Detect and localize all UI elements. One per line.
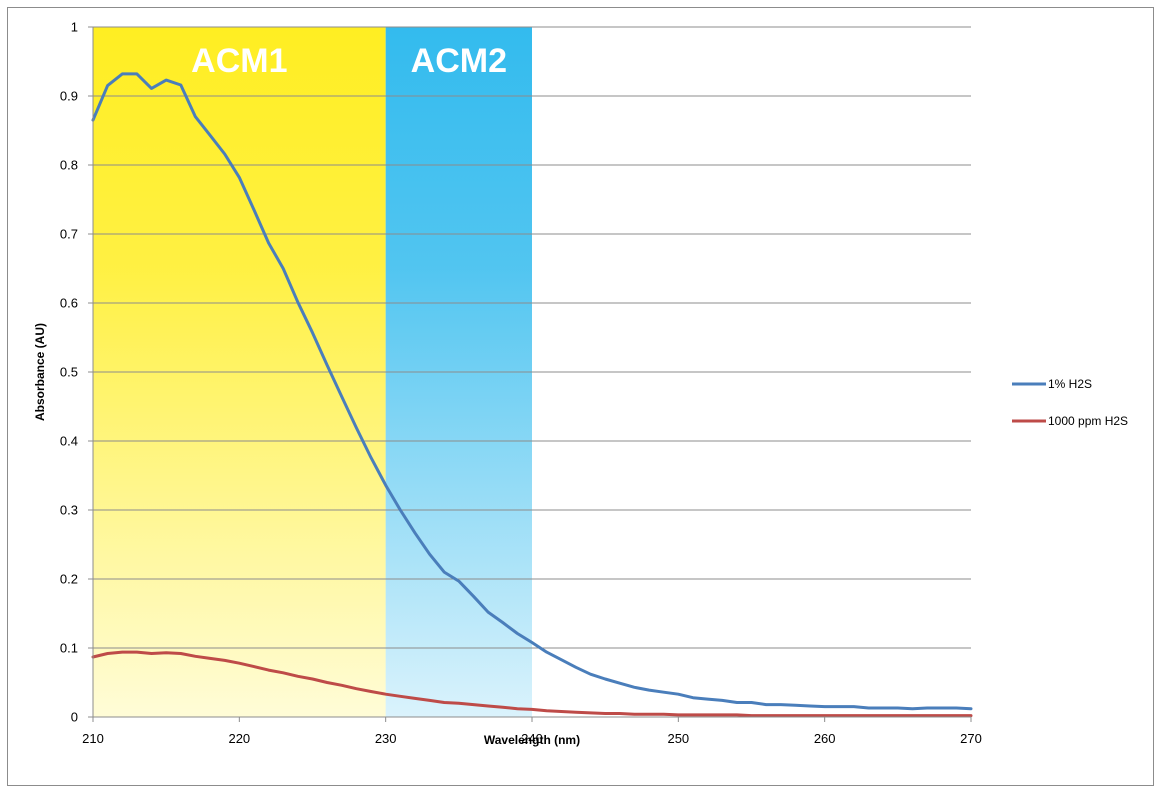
y-tick-label: 0.8 (60, 158, 78, 173)
x-tick-label: 270 (960, 731, 982, 746)
series-layer (91, 72, 973, 718)
y-tick-label: 0.2 (60, 572, 78, 587)
x-tick-label: 260 (814, 731, 836, 746)
y-tick-label: 0.3 (60, 503, 78, 518)
x-axis-title: Wavelength (nm) (484, 733, 580, 747)
legend-label-1: 1% H2S (1048, 377, 1092, 391)
axis-layer: 0 0.1 0.2 0.3 0.4 0.5 0.6 0.7 0.8 0.9 1 210 220 230 24… (60, 20, 982, 747)
y-tick-label: 0.9 (60, 89, 78, 104)
x-tick-label: 220 (228, 731, 250, 746)
y-axis-title: Absorbance (AU) (33, 323, 47, 421)
legend-label-2: 1000 ppm H2S (1048, 414, 1128, 428)
y-tick-label: 1 (71, 20, 78, 35)
x-tick-label: 230 (375, 731, 397, 746)
region-labels-layer: ACM1 ACM2 (191, 42, 507, 80)
y-tick-label: 0.5 (60, 365, 78, 380)
series-line-1 (91, 72, 973, 711)
x-tick-label: 240 (521, 731, 543, 746)
x-tick-label: 210 (82, 731, 104, 746)
y-tick-label: 0.7 (60, 227, 78, 242)
y-tick-label: 0 (71, 710, 78, 725)
y-tick-label: 0.6 (60, 296, 78, 311)
x-tick-label: 250 (667, 731, 689, 746)
region-label-acm1: ACM1 (191, 42, 287, 80)
legend-layer: 1% H2S 1000 ppm H2S (1012, 377, 1128, 428)
series-line-2 (91, 650, 973, 718)
y-tick-label: 0.1 (60, 641, 78, 656)
y-tick-label: 0.4 (60, 434, 78, 449)
region-label-acm2: ACM2 (411, 42, 507, 80)
